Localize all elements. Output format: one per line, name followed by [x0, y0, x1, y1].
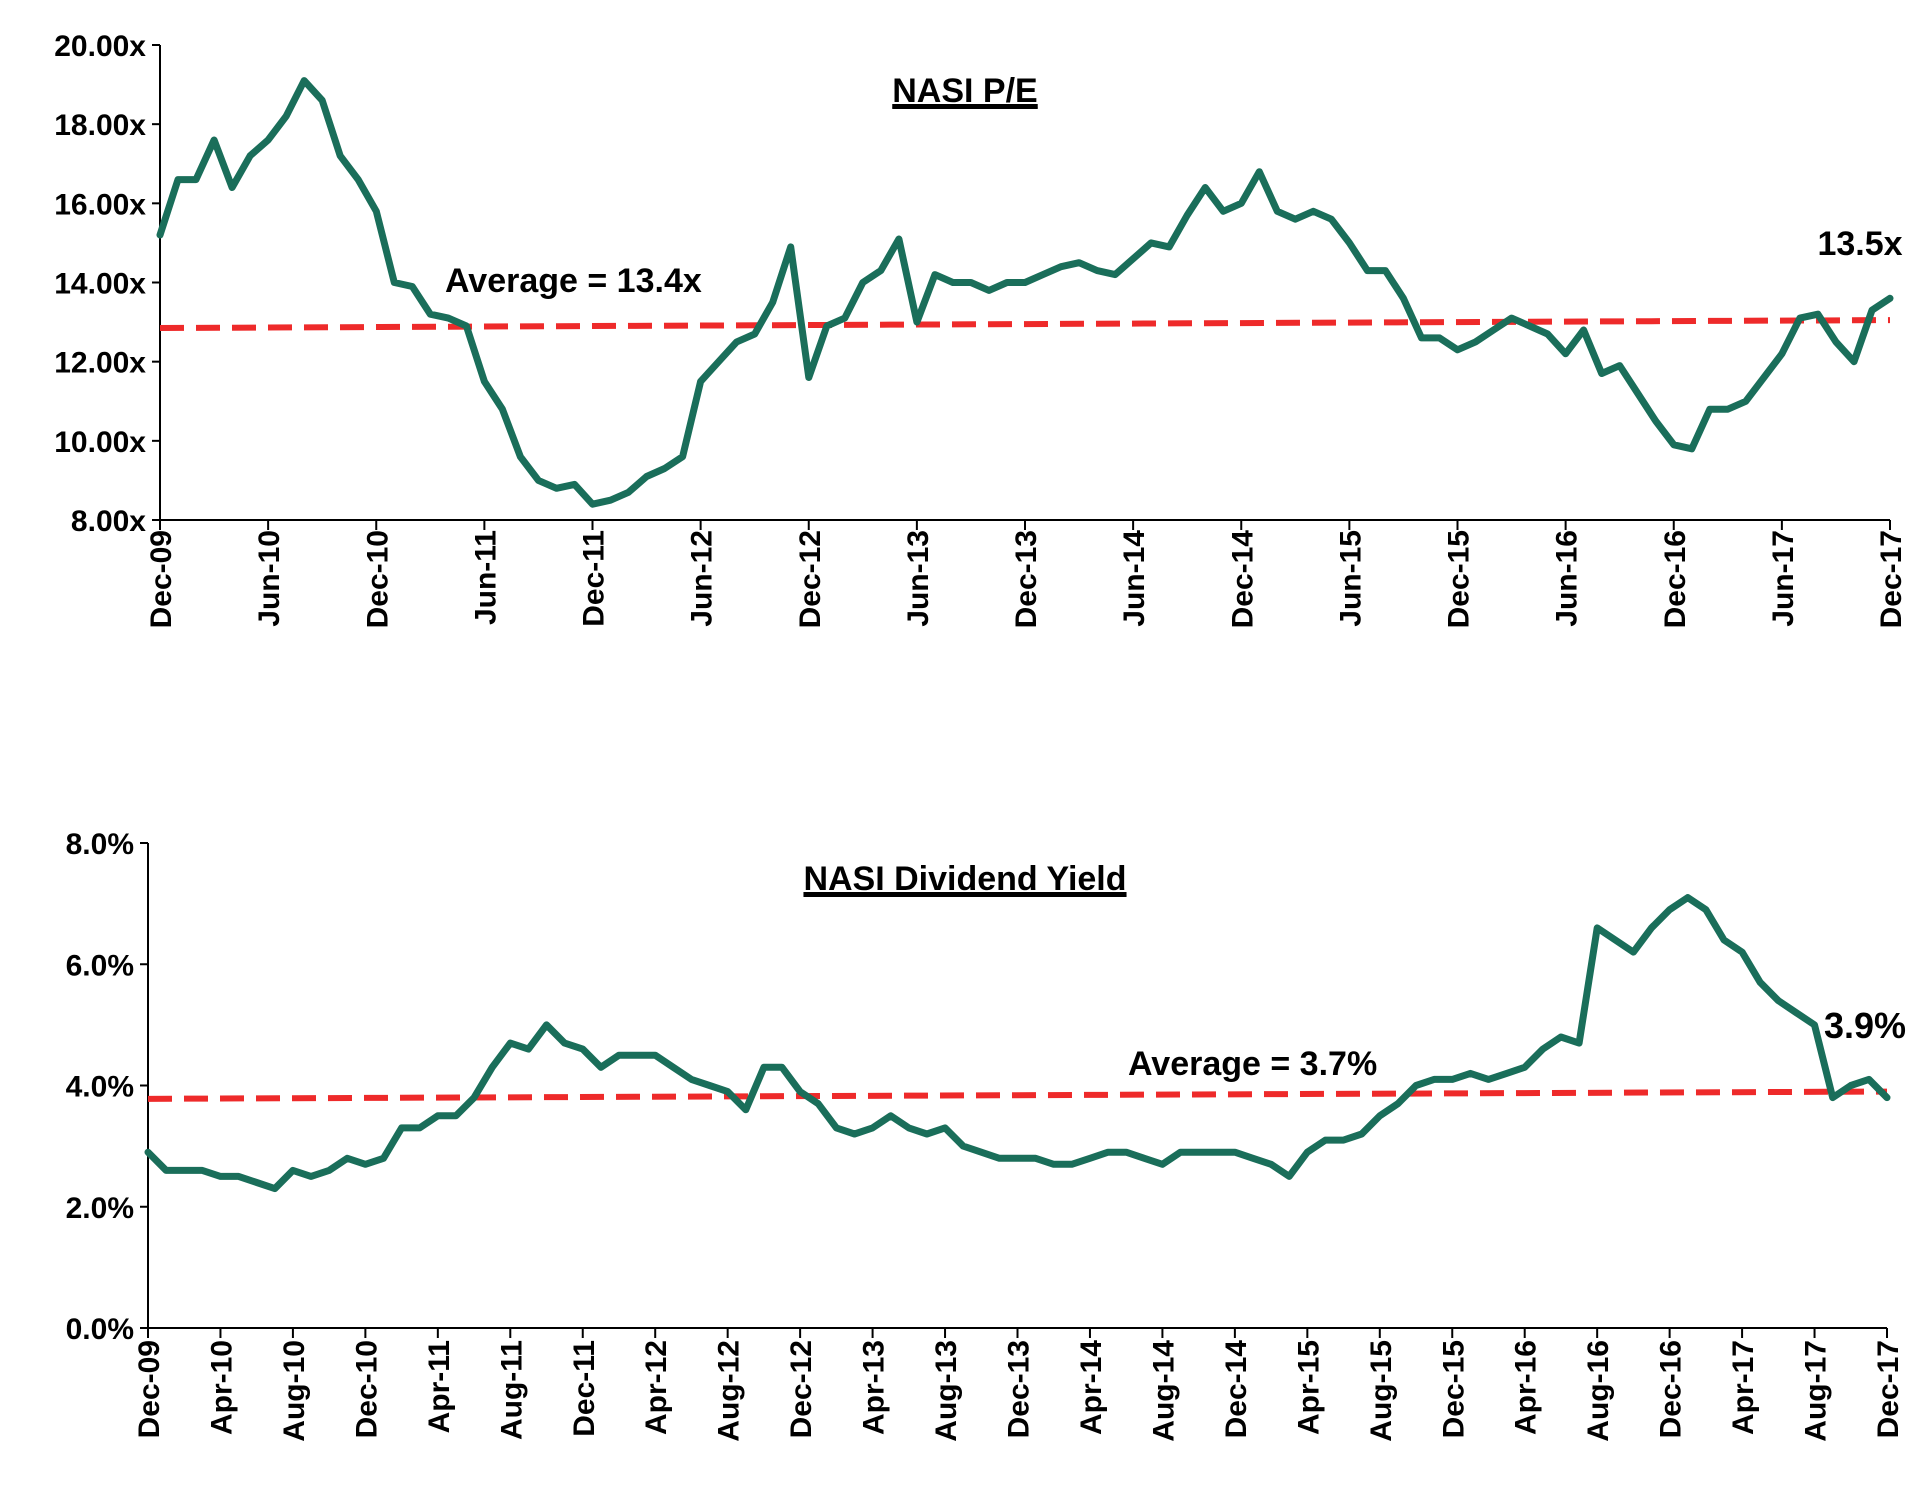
x-tick-label: Apr-13: [858, 1340, 891, 1435]
y-tick-label: 2.0%: [66, 1192, 134, 1225]
series-line: [144, 894, 1891, 1193]
x-tick-label: Aug-13: [930, 1340, 963, 1442]
x-tick-label: Dec-14: [1226, 530, 1259, 629]
x-tick-label: Dec-10: [361, 530, 394, 628]
x-tick-label: Dec-11: [568, 1340, 601, 1437]
x-tick-label: Dec-09: [145, 530, 178, 628]
x-tick-label: Apr-16: [1510, 1340, 1543, 1435]
x-tick-label: Dec-13: [1003, 1340, 1036, 1438]
x-tick-label: Jun-11: [469, 530, 502, 625]
y-tick-label: 0.0%: [66, 1313, 134, 1346]
average-label: Average = 3.7%: [1128, 1045, 1377, 1083]
x-tick-label: Dec-09: [133, 1340, 166, 1438]
y-tick-label: 18.00x: [54, 109, 146, 142]
x-tick-label: Apr-14: [1075, 1340, 1108, 1435]
chart-1: 8.00x 10.00x 12.00x 14.00x 16.00x 18.00x 20.00…: [54, 30, 1908, 628]
x-tick-label: Dec-12: [794, 530, 827, 628]
x-tick-label: Dec-16: [1659, 530, 1692, 628]
average-line: [159, 317, 1891, 332]
chart-title: NASI Dividend Yield: [803, 860, 1126, 898]
x-tick-label: Jun-14: [1118, 530, 1151, 627]
y-tick-label: 6.0%: [66, 949, 134, 982]
y-tick-label: 8.00x: [71, 505, 146, 538]
chart-2: 0.0% 2.0% 4.0% 6.0% 8.0% Dec-09 Apr-10 Aug-10 De…: [66, 828, 1906, 1442]
x-tick-label: Jun-13: [902, 530, 935, 627]
y-tick-label: 20.00x: [54, 30, 146, 63]
series-line: [156, 77, 1894, 508]
y-tick-label: 4.0%: [66, 1071, 134, 1104]
x-tick-label: Jun-12: [686, 530, 719, 627]
x-tick-label: Dec-16: [1655, 1340, 1688, 1438]
last-value-label: 13.5x: [1817, 225, 1902, 263]
x-tick-label: Apr-17: [1727, 1340, 1760, 1435]
x-tick-label: Apr-10: [205, 1340, 238, 1435]
x-tick-label: Aug-15: [1365, 1340, 1398, 1442]
x-tick-label: Apr-11: [423, 1340, 456, 1433]
x-tick-label: Dec-11: [578, 530, 611, 627]
y-tick-label: 8.0%: [66, 828, 134, 861]
x-tick-label: Dec-13: [1010, 530, 1043, 628]
x-tick-label: Aug-10: [278, 1340, 311, 1442]
y-tick-label: 10.00x: [54, 426, 146, 459]
average-label: Average = 13.4x: [445, 262, 702, 300]
x-tick-label: Jun-16: [1551, 530, 1584, 627]
x-tick-label: Jun-17: [1767, 530, 1800, 627]
x-tick-label: Dec-12: [785, 1340, 818, 1438]
x-tick-label: Aug-16: [1582, 1340, 1615, 1442]
x-tick-label: Dec-15: [1443, 530, 1476, 628]
x-tick-label: Jun-10: [253, 530, 286, 627]
x-tick-label: Dec-15: [1437, 1340, 1470, 1438]
chart-title: NASI P/E: [892, 72, 1037, 110]
x-tick-label: Apr-12: [640, 1340, 673, 1435]
x-tick-label: Aug-14: [1147, 1340, 1180, 1442]
y-tick-label: 16.00x: [54, 188, 146, 221]
last-value-label: 3.9%: [1824, 1005, 1906, 1046]
x-tick-label: Apr-15: [1292, 1340, 1325, 1435]
y-tick-label: 14.00x: [54, 268, 146, 301]
x-tick-label: Dec-17: [1872, 1340, 1905, 1438]
x-tick-label: Dec-10: [350, 1340, 383, 1438]
x-tick-label: Aug-12: [713, 1340, 746, 1442]
average-line: [147, 1088, 1888, 1102]
x-tick-label: Aug-11: [495, 1340, 528, 1440]
y-tick-label: 12.00x: [54, 347, 146, 380]
x-tick-label: Jun-15: [1334, 530, 1367, 627]
x-tick-label: Dec-17: [1875, 530, 1908, 628]
x-tick-label: Aug-17: [1800, 1340, 1833, 1442]
x-tick-label: Dec-14: [1220, 1340, 1253, 1439]
